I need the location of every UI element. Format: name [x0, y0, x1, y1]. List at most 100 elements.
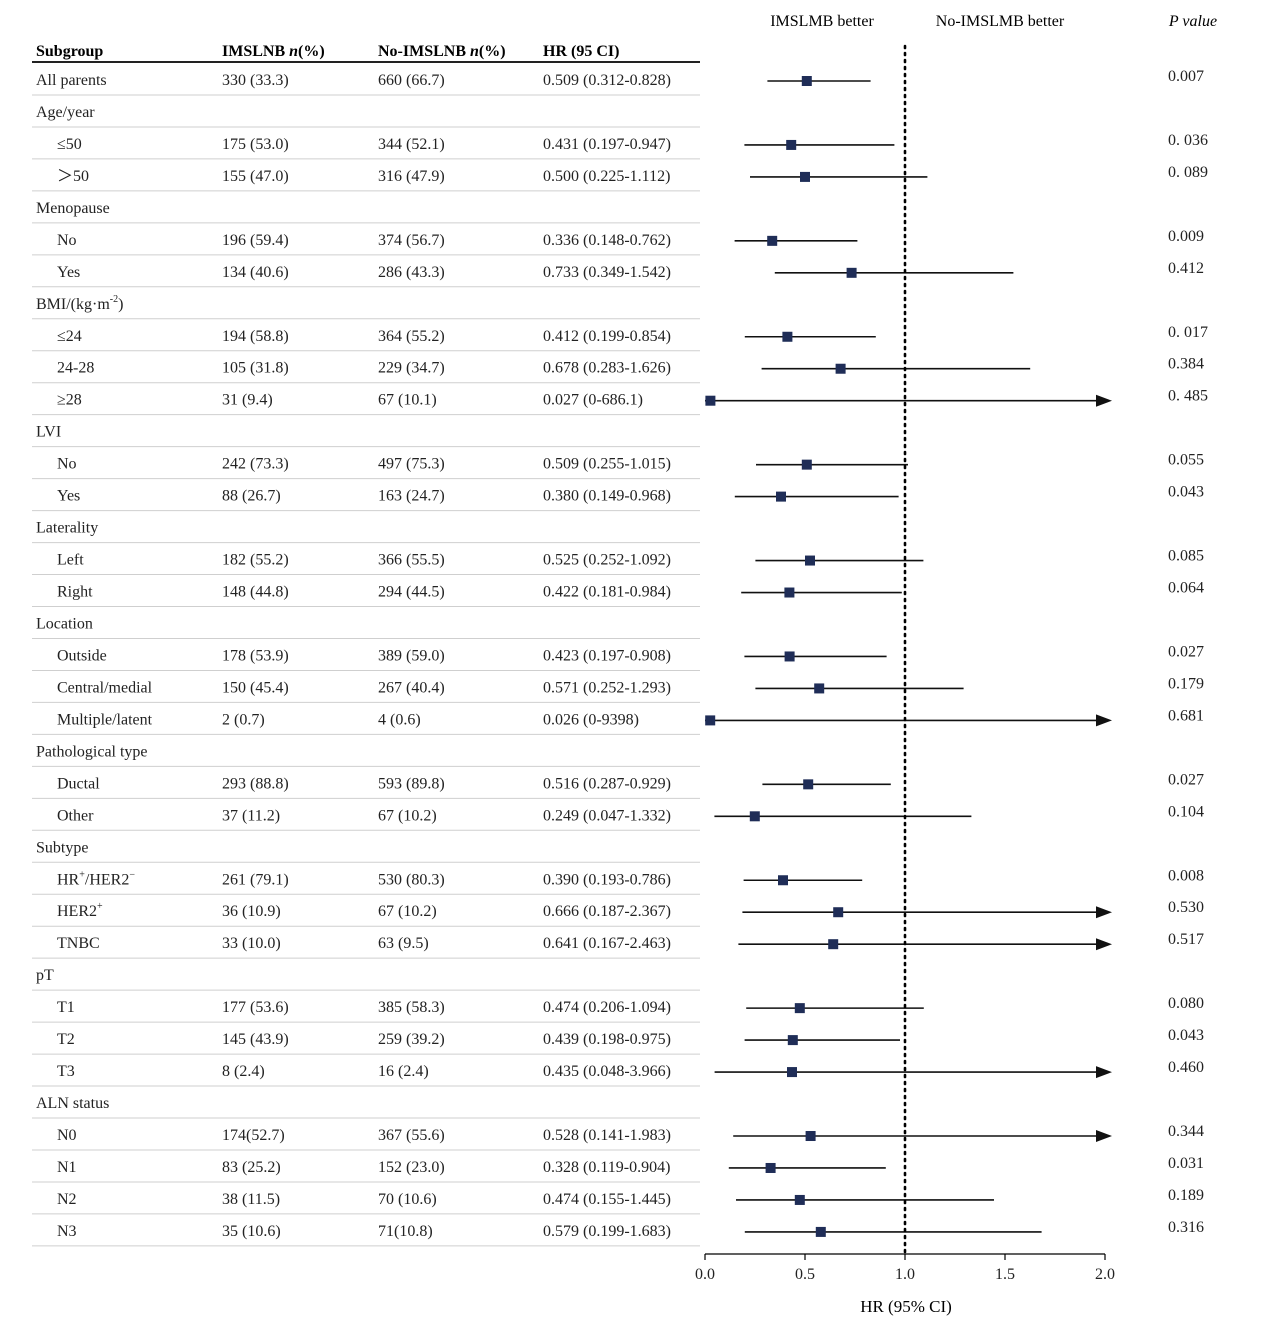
table-row: HER2+ 36 (10.9) 67 (10.2) 0.666 (0.187-2.36…	[32, 899, 1204, 927]
p-value-cell: 0. 036	[1168, 132, 1208, 149]
p-value-cell: 0.064	[1168, 580, 1204, 597]
hr-ci-cell: 0.516 (0.287-0.929)	[543, 775, 671, 792]
imslnb-cell: 35 (10.6)	[222, 1223, 281, 1240]
imslnb-cell: 148 (44.8)	[222, 584, 289, 601]
p-value-cell: 0.085	[1168, 548, 1204, 565]
group-header: ALN status	[36, 1095, 109, 1112]
row-label: Ductal	[57, 775, 100, 792]
hr-ci-cell: 0.423 (0.197-0.908)	[543, 647, 671, 664]
row-label: ＞50	[57, 168, 89, 185]
p-value-cell: 0.031	[1168, 1155, 1204, 1172]
no-imslnb-cell: 229 (34.7)	[378, 360, 445, 377]
hr-ci-cell: 0.336 (0.148-0.762)	[543, 232, 671, 249]
no-imslnb-cell: 389 (59.0)	[378, 647, 445, 664]
hr-marker	[814, 683, 825, 694]
no-imslnb-cell: 374 (56.7)	[378, 232, 445, 249]
p-value-cell: 0.179	[1168, 675, 1204, 692]
row-label: Left	[57, 552, 84, 569]
imslnb-cell: 174(52.7)	[222, 1127, 285, 1144]
table-row: ≥28 31 (9.4) 67 (10.1) 0.027 (0-686.1) 0. 48…	[32, 388, 1208, 416]
hr-marker	[787, 1067, 797, 1078]
ci-arrow	[1096, 938, 1112, 951]
no-imslnb-cell: 286 (43.3)	[378, 264, 445, 281]
x-tick-label: 1.0	[895, 1266, 915, 1283]
hr-ci-cell: 0.528 (0.141-1.983)	[543, 1127, 671, 1144]
header-imslnb: IMSLNB n(%)	[222, 43, 325, 60]
imslnb-cell: 293 (88.8)	[222, 775, 289, 792]
p-value-cell: 0.043	[1168, 484, 1204, 501]
hr-marker	[801, 76, 812, 86]
header-subgroup: Subgroup	[36, 43, 103, 60]
row-label: HR+/HER2−	[57, 869, 135, 888]
no-imslnb-cell: 497 (75.3)	[378, 456, 445, 473]
imslnb-cell: 194 (58.8)	[222, 328, 289, 345]
ci-arrow	[1096, 714, 1112, 727]
p-value-cell: 0.027	[1168, 771, 1204, 788]
no-imslnb-cell: 367 (55.6)	[378, 1127, 445, 1144]
hr-ci-cell: 0.474 (0.155-1.445)	[543, 1191, 671, 1208]
no-imslnb-cell: 294 (44.5)	[378, 584, 445, 601]
table-row: No 242 (73.3) 497 (75.3) 0.509 (0.255-1.015…	[32, 452, 1204, 480]
p-value-cell: 0.009	[1168, 228, 1204, 245]
hr-marker	[846, 267, 857, 278]
no-imslnb-cell: 4 (0.6)	[378, 711, 421, 728]
table-row: ≤50 175 (53.0) 344 (52.1) 0.431 (0.197-0.94…	[32, 132, 1208, 160]
hr-marker	[767, 235, 778, 246]
x-axis-label: HR (95% CI)	[860, 1297, 952, 1316]
table-row: T3 8 (2.4) 16 (2.4) 0.435 (0.048-3.966) 0.46…	[32, 1059, 1204, 1087]
group-header: Age/year	[36, 104, 95, 121]
row-label: 24-28	[57, 360, 94, 377]
row-label: T1	[57, 999, 75, 1016]
p-value-cell: 0. 089	[1168, 164, 1208, 181]
header-no-imslnb: No-IMSLNB n(%)	[378, 43, 506, 60]
table-row: Right 148 (44.8) 294 (44.5) 0.422 (0.181-0.…	[32, 580, 1204, 608]
no-imslnb-cell: 67 (10.1)	[378, 392, 437, 409]
row-label: N0	[57, 1127, 77, 1144]
p-value-cell: 0.517	[1168, 931, 1204, 948]
group-row: Location	[32, 615, 700, 639]
row-label: Right	[57, 584, 93, 601]
hr-ci-cell: 0.249 (0.047-1.332)	[543, 807, 671, 824]
table-row: Yes 134 (40.6) 286 (43.3) 0.733 (0.349-1.54…	[32, 260, 1204, 288]
hr-marker	[782, 331, 793, 342]
row-label: No	[57, 456, 77, 473]
table-row: TNBC 33 (10.0) 63 (9.5) 0.641 (0.167-2.463)…	[32, 931, 1204, 959]
p-value-cell: 0.080	[1168, 995, 1204, 1012]
table-row: ≤24 194 (58.8) 364 (55.2) 0.412 (0.199-0.85…	[32, 324, 1208, 352]
no-imslnb-cell: 344 (52.1)	[378, 136, 445, 153]
no-imslnb-cell: 152 (23.0)	[378, 1159, 445, 1176]
ci-arrow	[1096, 1130, 1112, 1143]
hr-marker	[705, 395, 716, 406]
hr-marker	[786, 139, 797, 150]
hr-marker	[801, 459, 812, 470]
group-header: Laterality	[36, 520, 98, 537]
imslnb-cell: 182 (55.2)	[222, 552, 289, 569]
hr-marker	[815, 1226, 826, 1237]
row-label: N1	[57, 1159, 77, 1176]
table-row: 24-28 105 (31.8) 229 (34.7) 0.678 (0.283-1.…	[32, 356, 1204, 384]
table-row: N1 83 (25.2) 152 (23.0) 0.328 (0.119-0.904)…	[32, 1155, 1204, 1183]
no-imslnb-cell: 163 (24.7)	[378, 488, 445, 505]
imslnb-cell: 2 (0.7)	[222, 711, 265, 728]
ci-arrow	[1096, 1066, 1112, 1079]
table-row: No 196 (59.4) 374 (56.7) 0.336 (0.148-0.762…	[32, 228, 1204, 256]
p-value-cell: 0. 485	[1168, 388, 1208, 405]
hr-marker	[765, 1162, 776, 1173]
p-value-cell: 0.008	[1168, 867, 1204, 884]
p-value-cell: 0. 017	[1168, 324, 1208, 341]
row-label: No	[57, 232, 77, 249]
group-header: Pathological type	[36, 743, 148, 760]
imslnb-cell: 31 (9.4)	[222, 392, 273, 409]
no-imslnb-cell: 259 (39.2)	[378, 1031, 445, 1048]
imslnb-cell: 150 (45.4)	[222, 679, 289, 696]
p-value-cell: 0.412	[1168, 260, 1204, 277]
plot-area: 0.0 0.5 1.0 1.5 2.0	[695, 44, 1115, 1283]
table-row: N3 35 (10.6) 71(10.8) 0.579 (0.199-1.683) 0.…	[32, 1219, 1204, 1247]
hr-ci-cell: 0.500 (0.225-1.112)	[543, 168, 670, 185]
hr-marker	[805, 1131, 816, 1142]
no-imslnb-cell: 267 (40.4)	[378, 679, 445, 696]
p-value-cell: 0.043	[1168, 1027, 1204, 1044]
p-value-cell: 0.104	[1168, 803, 1204, 820]
p-value-cell: 0.316	[1168, 1219, 1204, 1236]
hr-marker	[794, 1194, 805, 1205]
